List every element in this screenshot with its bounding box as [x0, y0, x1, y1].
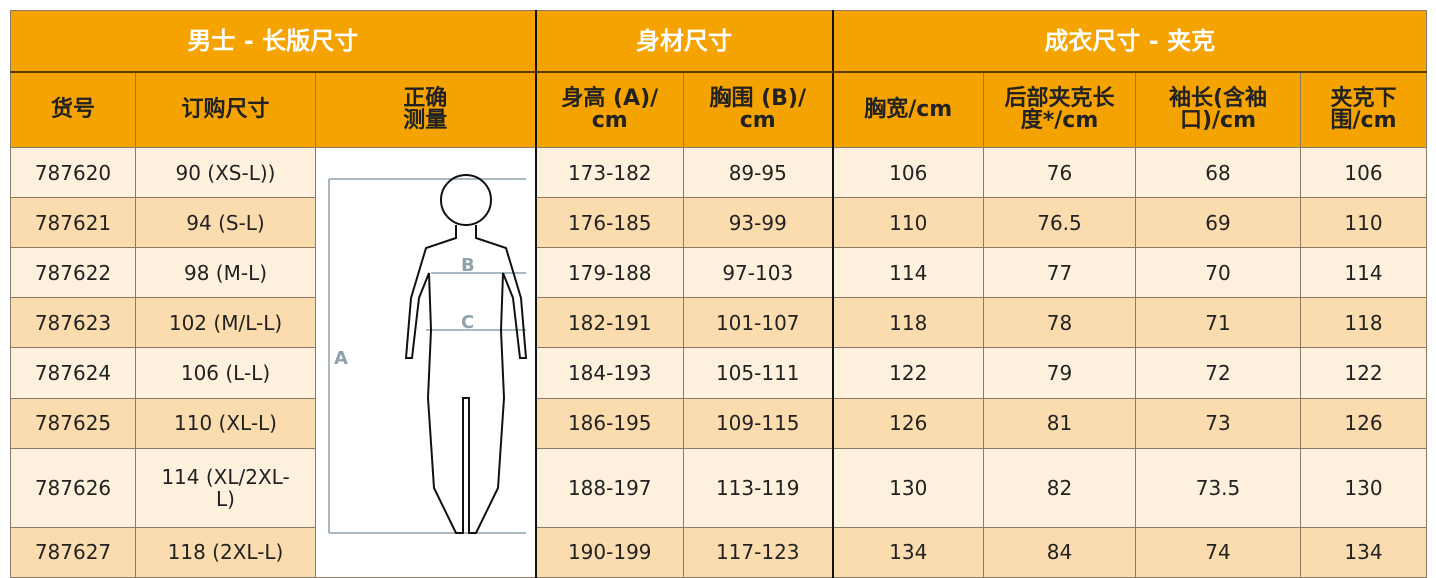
cell: 76.5: [983, 197, 1136, 249]
column-header: 胸宽/cm: [831, 71, 984, 148]
cell: 787626: [10, 447, 136, 528]
cell: 117-123: [683, 526, 833, 578]
diagram-label: A: [334, 348, 348, 369]
cell: 106: [1299, 146, 1428, 199]
diagram-cell: A B C: [315, 147, 536, 578]
cell: 76: [983, 146, 1136, 199]
data-row: 787623 102 (M/L-L) 182-191 101-107 118 78 71 11…: [10, 297, 1428, 349]
data-row: 787624 106 (L-L) 184-193 105-111 122 79 72 122: [10, 347, 1428, 399]
cell: 122: [1299, 347, 1428, 399]
cell: 126: [1299, 397, 1428, 449]
cell: 106: [831, 146, 984, 199]
cell: 176-185: [534, 197, 684, 249]
cell: 73: [1135, 397, 1301, 449]
cell: 106 (L-L): [135, 347, 316, 399]
data-row: 787626 114 (XL/2XL- L) 188-197 113-119 130 82…: [10, 447, 1428, 528]
cell: 77: [983, 247, 1136, 299]
cell: 186-195: [534, 397, 684, 449]
column-header: 正确 测量: [315, 71, 536, 148]
cell: 102 (M/L-L): [135, 297, 316, 349]
column-header: 后部夹克长 度*/cm: [983, 71, 1136, 148]
cell: 101-107: [683, 297, 833, 349]
cell: 71: [1135, 297, 1301, 349]
column-header: 订购尺寸: [135, 71, 316, 148]
cell: 130: [1299, 447, 1428, 528]
column-header: 胸围 (B)/ cm: [683, 71, 833, 148]
group-header-row: 男士 - 长版尺寸 身材尺寸 成衣尺寸 - 夹克: [10, 10, 1428, 73]
cell: 97-103: [683, 247, 833, 299]
cell: 81: [983, 397, 1136, 449]
cell: 787624: [10, 347, 136, 399]
data-row: 787620 90 (XS-L)) A B C 173-182 89-95 106 76 68 10…: [10, 146, 1428, 578]
cell: 90 (XS-L)): [135, 146, 316, 199]
group-header: 身材尺寸: [534, 10, 833, 73]
cell: 122: [831, 347, 984, 399]
column-header: 袖长(含袖 口)/cm: [1135, 71, 1301, 148]
cell: 173-182: [534, 146, 684, 199]
diagram-label: B: [461, 255, 475, 276]
cell: 73.5: [1135, 447, 1301, 528]
cell: 190-199: [534, 526, 684, 578]
cell: 134: [831, 526, 984, 578]
cell: 109-115: [683, 397, 833, 449]
cell: 98 (M-L): [135, 247, 316, 299]
size-table: 男士 - 长版尺寸 身材尺寸 成衣尺寸 - 夹克 货号 订购尺寸 正确 测量 身高 (A)/…: [10, 10, 1428, 578]
cell: 113-119: [683, 447, 833, 528]
cell: 110: [831, 197, 984, 249]
cell: 84: [983, 526, 1136, 578]
cell: 89-95: [683, 146, 833, 199]
cell: 82: [983, 447, 1136, 528]
cell: 118: [831, 297, 984, 349]
column-header: 货号: [10, 71, 136, 148]
data-row: 787627 118 (2XL-L) 190-199 117-123 134 84 74 13…: [10, 526, 1428, 578]
cell: 114 (XL/2XL- L): [135, 447, 316, 528]
cell: 787622: [10, 247, 136, 299]
cell: 74: [1135, 526, 1301, 578]
cell: 70: [1135, 247, 1301, 299]
cell: 78: [983, 297, 1136, 349]
diagram-label: C: [461, 312, 474, 333]
cell: 787627: [10, 526, 136, 578]
cell: 114: [831, 247, 984, 299]
cell: 126: [831, 397, 984, 449]
cell: 188-197: [534, 447, 684, 528]
cell: 787620: [10, 146, 136, 199]
header-row: 货号 订购尺寸 正确 测量 身高 (A)/ cm 胸围 (B)/ cm 胸宽/cm 后部夹克…: [10, 71, 1428, 148]
cell: 134: [1299, 526, 1428, 578]
cell: 114: [1299, 247, 1428, 299]
body-diagram: A B C: [328, 174, 528, 534]
cell: 110 (XL-L): [135, 397, 316, 449]
column-header: 夹克下 围/cm: [1299, 71, 1428, 148]
cell: 118 (2XL-L): [135, 526, 316, 578]
cell: 72: [1135, 347, 1301, 399]
cell: 68: [1135, 146, 1301, 199]
cell: 130: [831, 447, 984, 528]
cell: 69: [1135, 197, 1301, 249]
cell: 787625: [10, 397, 136, 449]
cell: 105-111: [683, 347, 833, 399]
group-header: 男士 - 长版尺寸: [10, 10, 536, 73]
group-header: 成衣尺寸 - 夹克: [831, 10, 1428, 73]
data-row: 787625 110 (XL-L) 186-195 109-115 126 81 73 126: [10, 397, 1428, 449]
column-header: 身高 (A)/ cm: [534, 71, 684, 148]
cell: 787621: [10, 197, 136, 249]
cell: 787623: [10, 297, 136, 349]
cell: 93-99: [683, 197, 833, 249]
cell: 110: [1299, 197, 1428, 249]
cell: 118: [1299, 297, 1428, 349]
cell: 182-191: [534, 297, 684, 349]
cell: 79: [983, 347, 1136, 399]
cell: 179-188: [534, 247, 684, 299]
cell: 184-193: [534, 347, 684, 399]
data-row: 787622 98 (M-L) 179-188 97-103 114 77 70 114: [10, 247, 1428, 299]
data-row: 787621 94 (S-L) 176-185 93-99 110 76.5 69 110: [10, 197, 1428, 249]
cell: 94 (S-L): [135, 197, 316, 249]
